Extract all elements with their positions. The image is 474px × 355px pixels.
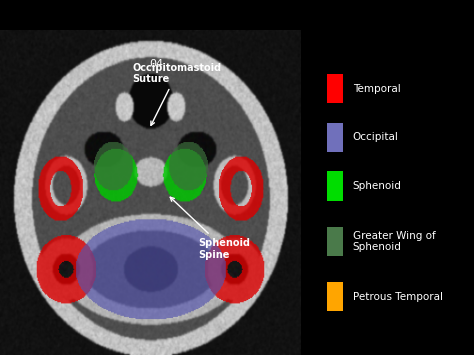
Text: Sphenoid
Spine: Sphenoid Spine: [170, 197, 251, 260]
Bar: [327, 227, 343, 256]
Text: Greater Wing of
Sphenoid: Greater Wing of Sphenoid: [353, 230, 436, 252]
Bar: [327, 171, 343, 201]
Text: 04: 04: [149, 59, 164, 70]
Text: Petrous Temporal: Petrous Temporal: [353, 291, 443, 301]
Text: Temporal: Temporal: [353, 84, 401, 94]
Text: Occipital: Occipital: [353, 132, 399, 142]
Bar: [327, 74, 343, 103]
Text: Occipitomastoid
Suture: Occipitomastoid Suture: [132, 62, 221, 125]
Bar: [327, 282, 343, 311]
Bar: [327, 123, 343, 152]
Text: Sphenoid: Sphenoid: [353, 181, 401, 191]
